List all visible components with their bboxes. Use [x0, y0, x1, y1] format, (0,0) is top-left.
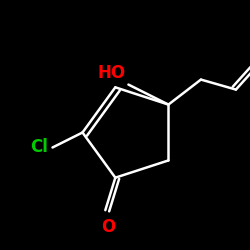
Text: HO: HO	[98, 64, 126, 82]
Text: Cl: Cl	[30, 138, 48, 156]
Text: O: O	[101, 218, 115, 236]
